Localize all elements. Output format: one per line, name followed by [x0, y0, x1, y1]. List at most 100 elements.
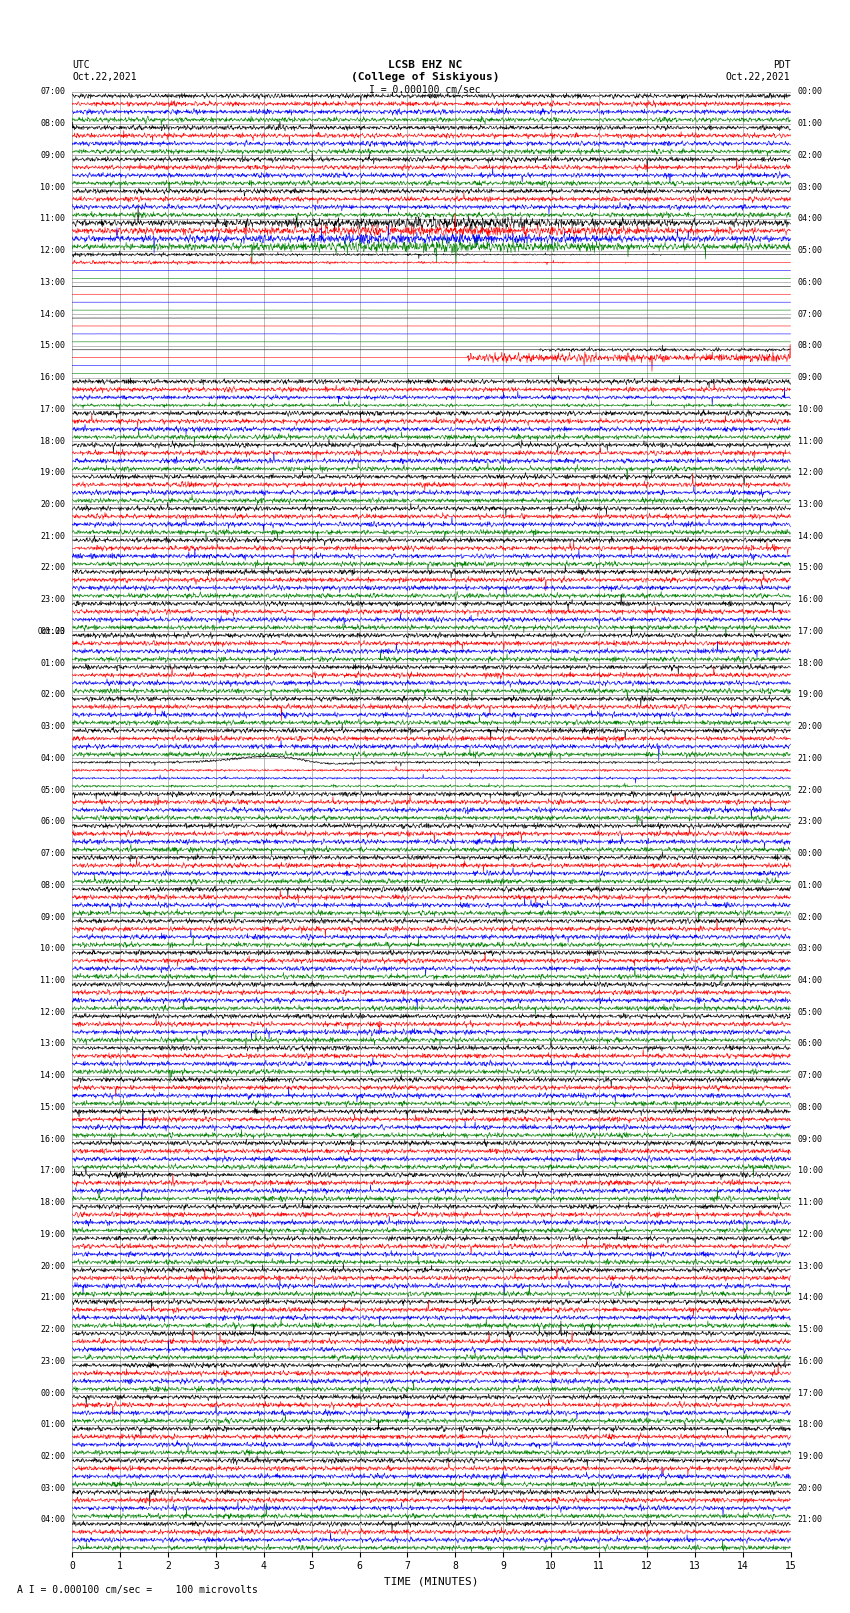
Text: 07:00: 07:00: [40, 848, 65, 858]
Text: (College of Siskiyous): (College of Siskiyous): [351, 73, 499, 82]
Text: 14:00: 14:00: [40, 310, 65, 319]
Text: 16:00: 16:00: [797, 595, 823, 605]
Text: 03:00: 03:00: [797, 182, 823, 192]
Text: 19:00: 19:00: [40, 1229, 65, 1239]
Text: 06:00: 06:00: [40, 818, 65, 826]
Text: 01:00: 01:00: [797, 119, 823, 127]
Text: 13:00: 13:00: [797, 500, 823, 510]
Text: 16:00: 16:00: [40, 1134, 65, 1144]
Text: 22:00: 22:00: [797, 786, 823, 795]
Text: 20:00: 20:00: [40, 1261, 65, 1271]
Text: Oct.23: Oct.23: [37, 627, 65, 636]
Text: Oct.22,2021: Oct.22,2021: [726, 73, 790, 82]
Text: 04:00: 04:00: [40, 753, 65, 763]
Text: 00:00: 00:00: [40, 1389, 65, 1397]
Text: 11:00: 11:00: [40, 976, 65, 986]
Text: 01:00: 01:00: [40, 658, 65, 668]
Text: 09:00: 09:00: [40, 152, 65, 160]
Text: 03:00: 03:00: [40, 723, 65, 731]
Text: 13:00: 13:00: [797, 1261, 823, 1271]
Text: 07:00: 07:00: [40, 87, 65, 97]
Text: 02:00: 02:00: [797, 913, 823, 921]
Text: 04:00: 04:00: [797, 215, 823, 223]
Text: 21:00: 21:00: [797, 753, 823, 763]
Text: 15:00: 15:00: [40, 342, 65, 350]
Text: 08:00: 08:00: [797, 342, 823, 350]
Text: 20:00: 20:00: [797, 723, 823, 731]
Text: 17:00: 17:00: [797, 627, 823, 636]
Text: 22:00: 22:00: [40, 563, 65, 573]
Text: 02:00: 02:00: [40, 1452, 65, 1461]
Text: 15:00: 15:00: [40, 1103, 65, 1111]
Text: 05:00: 05:00: [40, 786, 65, 795]
Text: Oct.22,2021: Oct.22,2021: [72, 73, 137, 82]
Text: 02:00: 02:00: [40, 690, 65, 700]
Text: 06:00: 06:00: [797, 277, 823, 287]
Text: 19:00: 19:00: [40, 468, 65, 477]
Text: 05:00: 05:00: [797, 247, 823, 255]
Text: 18:00: 18:00: [40, 1198, 65, 1207]
Text: 01:00: 01:00: [797, 881, 823, 890]
Text: 11:00: 11:00: [40, 215, 65, 223]
Text: 09:00: 09:00: [797, 373, 823, 382]
Text: 00:00: 00:00: [797, 87, 823, 97]
Text: 14:00: 14:00: [40, 1071, 65, 1081]
Text: 13:00: 13:00: [40, 1039, 65, 1048]
X-axis label: TIME (MINUTES): TIME (MINUTES): [384, 1578, 479, 1587]
Text: 21:00: 21:00: [797, 1516, 823, 1524]
Text: PDT: PDT: [773, 60, 790, 69]
Text: 17:00: 17:00: [40, 1166, 65, 1176]
Text: 03:00: 03:00: [797, 944, 823, 953]
Text: 07:00: 07:00: [797, 1071, 823, 1081]
Text: 09:00: 09:00: [40, 913, 65, 921]
Text: 16:00: 16:00: [40, 373, 65, 382]
Text: 14:00: 14:00: [797, 1294, 823, 1302]
Text: 04:00: 04:00: [40, 1516, 65, 1524]
Text: 05:00: 05:00: [797, 1008, 823, 1016]
Text: 09:00: 09:00: [797, 1134, 823, 1144]
Text: 15:00: 15:00: [797, 1324, 823, 1334]
Text: 16:00: 16:00: [797, 1357, 823, 1366]
Text: 12:00: 12:00: [40, 247, 65, 255]
Text: 19:00: 19:00: [797, 690, 823, 700]
Text: 10:00: 10:00: [40, 944, 65, 953]
Text: UTC: UTC: [72, 60, 90, 69]
Text: 04:00: 04:00: [797, 976, 823, 986]
Text: 23:00: 23:00: [797, 818, 823, 826]
Text: 03:00: 03:00: [40, 1484, 65, 1492]
Text: 23:00: 23:00: [40, 595, 65, 605]
Text: 10:00: 10:00: [797, 405, 823, 415]
Text: 12:00: 12:00: [797, 468, 823, 477]
Text: 12:00: 12:00: [40, 1008, 65, 1016]
Text: 21:00: 21:00: [40, 1294, 65, 1302]
Text: 15:00: 15:00: [797, 563, 823, 573]
Text: 18:00: 18:00: [797, 1421, 823, 1429]
Text: 14:00: 14:00: [797, 532, 823, 540]
Text: 19:00: 19:00: [797, 1452, 823, 1461]
Text: 11:00: 11:00: [797, 437, 823, 445]
Text: 10:00: 10:00: [40, 182, 65, 192]
Text: 00:00: 00:00: [40, 627, 65, 636]
Text: I = 0.000100 cm/sec: I = 0.000100 cm/sec: [369, 85, 481, 95]
Text: 00:00: 00:00: [797, 848, 823, 858]
Text: A I = 0.000100 cm/sec =    100 microvolts: A I = 0.000100 cm/sec = 100 microvolts: [17, 1586, 258, 1595]
Text: 12:00: 12:00: [797, 1229, 823, 1239]
Text: LCSB EHZ NC: LCSB EHZ NC: [388, 60, 462, 69]
Text: 18:00: 18:00: [797, 658, 823, 668]
Text: 02:00: 02:00: [797, 152, 823, 160]
Text: 08:00: 08:00: [40, 881, 65, 890]
Text: 17:00: 17:00: [797, 1389, 823, 1397]
Text: 08:00: 08:00: [40, 119, 65, 127]
Text: 06:00: 06:00: [797, 1039, 823, 1048]
Text: 07:00: 07:00: [797, 310, 823, 319]
Text: 18:00: 18:00: [40, 437, 65, 445]
Text: 01:00: 01:00: [40, 1421, 65, 1429]
Text: 20:00: 20:00: [40, 500, 65, 510]
Text: 21:00: 21:00: [40, 532, 65, 540]
Text: 10:00: 10:00: [797, 1166, 823, 1176]
Text: 20:00: 20:00: [797, 1484, 823, 1492]
Text: 13:00: 13:00: [40, 277, 65, 287]
Text: 23:00: 23:00: [40, 1357, 65, 1366]
Text: 08:00: 08:00: [797, 1103, 823, 1111]
Text: 17:00: 17:00: [40, 405, 65, 415]
